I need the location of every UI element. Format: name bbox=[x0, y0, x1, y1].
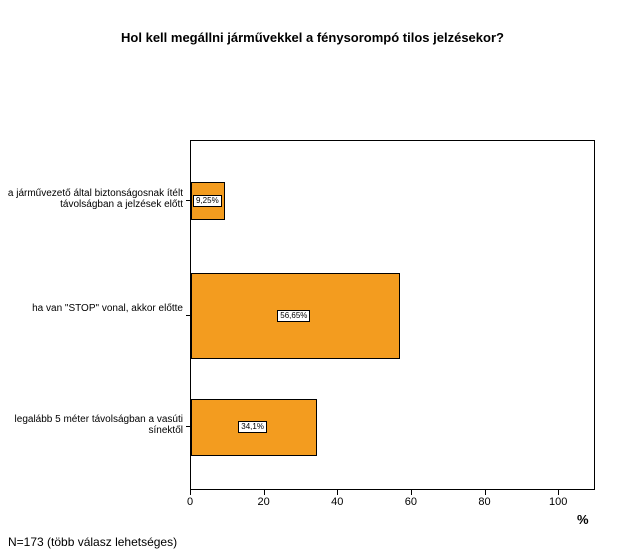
category-label: legalább 5 méter távolságban a vasúti sí… bbox=[5, 414, 183, 436]
sample-size-note: N=173 (több válasz lehetséges) bbox=[8, 535, 177, 549]
x-tick-label: 60 bbox=[405, 496, 417, 508]
y-tick bbox=[186, 315, 190, 316]
plot-wrap: 9,25% 56,65% 34,1% a járművezető által biz… bbox=[0, 55, 625, 560]
x-tick-label: 20 bbox=[258, 496, 270, 508]
bar-value-label: 34,1% bbox=[238, 421, 267, 433]
y-tick bbox=[186, 200, 190, 201]
category-label: ha van "STOP" vonal, akkor előtte bbox=[5, 303, 183, 314]
x-tick bbox=[558, 490, 559, 495]
x-tick bbox=[337, 490, 338, 495]
x-tick bbox=[411, 490, 412, 495]
x-tick bbox=[485, 490, 486, 495]
x-tick-label: 40 bbox=[331, 496, 343, 508]
bar-value-label: 56,65% bbox=[277, 310, 310, 322]
plot-area: 9,25% 56,65% 34,1% bbox=[190, 140, 595, 490]
x-tick-label: 0 bbox=[187, 496, 193, 508]
chart-title: Hol kell megállni járművekkel a fénysoro… bbox=[0, 0, 625, 55]
category-label: a járművezető által biztonságosnak ítélt… bbox=[5, 188, 183, 210]
x-tick-label: 80 bbox=[478, 496, 490, 508]
x-tick bbox=[190, 490, 191, 495]
y-tick bbox=[186, 426, 190, 427]
x-tick bbox=[264, 490, 265, 495]
bar-value-label: 9,25% bbox=[193, 195, 222, 207]
x-tick-label: 100 bbox=[549, 496, 567, 508]
